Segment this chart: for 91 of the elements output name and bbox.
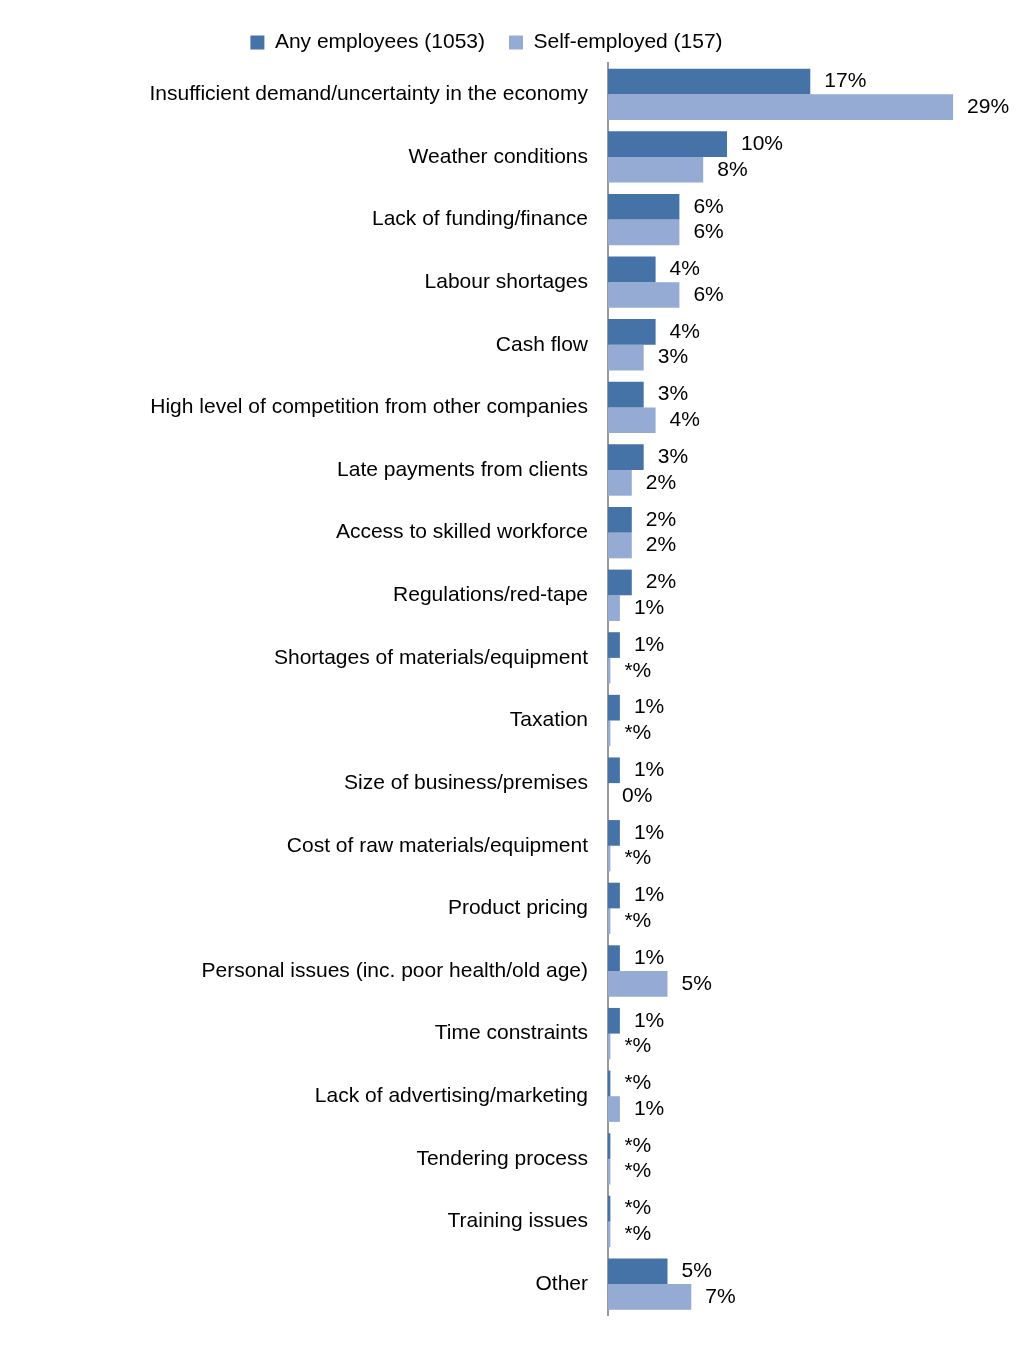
y-tick-label: Product pricing: [447, 895, 588, 919]
bar: [608, 282, 680, 308]
bar: [608, 68, 811, 95]
y-tick-label: Lack of funding/finance: [372, 206, 588, 230]
data-label: 8%: [717, 156, 748, 180]
data-label: 1%: [633, 757, 665, 781]
data-label: 5%: [681, 970, 712, 994]
data-label: 4%: [669, 256, 700, 280]
y-tick-label: Late payments from clients: [337, 456, 588, 480]
data-label: 4%: [669, 318, 700, 342]
data-label: 2%: [645, 569, 677, 593]
data-label: 1%: [633, 1095, 665, 1119]
data-label: 17%: [824, 68, 867, 92]
bar: [608, 569, 632, 596]
data-label: *%: [624, 1158, 652, 1182]
y-tick-label: High level of competition from other companies: [150, 394, 588, 418]
data-label: *%: [624, 1132, 652, 1156]
bar: [608, 256, 656, 283]
data-label: 4%: [669, 407, 700, 431]
data-label: 29%: [967, 93, 1010, 117]
bar: [608, 532, 632, 559]
data-label: 1%: [633, 882, 665, 906]
bar: [608, 757, 620, 784]
y-tick-label: Cost of raw materials/equipment: [286, 832, 589, 856]
bar: [608, 193, 680, 220]
bar: [608, 970, 668, 997]
bar: [608, 1096, 620, 1122]
data-label: 3%: [657, 443, 689, 467]
data-label: 3%: [657, 381, 689, 405]
bar: [608, 882, 620, 909]
y-tick-label: Weather conditions: [408, 143, 588, 167]
data-label: *%: [624, 1195, 652, 1219]
data-label: 0%: [622, 782, 653, 806]
y-tick-label: Shortages of materials/equipment: [273, 644, 589, 668]
y-tick-label: Personal issues (inc. poor health/old age): [201, 957, 588, 981]
data-label: 7%: [705, 1283, 736, 1307]
data-label: 2%: [645, 506, 677, 530]
bar: [608, 506, 632, 533]
data-label: 2%: [645, 532, 677, 556]
y-tick-label: Labour shortages: [424, 268, 588, 292]
y-tick-label: Size of business/premises: [344, 769, 588, 793]
data-label: 6%: [693, 281, 724, 305]
legend-label: Self-employed (157): [533, 29, 723, 53]
data-label: *%: [624, 1070, 652, 1094]
bar: [608, 1284, 692, 1310]
data-label: 6%: [693, 193, 724, 217]
y-tick-label: Training issues: [447, 1208, 588, 1232]
data-label: 1%: [633, 944, 665, 968]
bar: [608, 344, 644, 371]
data-label: *%: [624, 1221, 652, 1245]
bar: [608, 381, 644, 408]
data-label: *%: [624, 908, 652, 931]
data-label: 10%: [741, 130, 784, 154]
y-tick-label: Regulations/red-tape: [393, 582, 588, 606]
y-tick-label: Tendering process: [416, 1145, 588, 1169]
bar: [608, 945, 620, 971]
bar: [608, 131, 727, 157]
data-label: 5%: [681, 1258, 712, 1282]
data-label: 2%: [645, 469, 677, 493]
data-label: 6%: [693, 219, 724, 243]
bar: [608, 820, 620, 846]
data-label: 1%: [633, 819, 665, 843]
y-tick-label: Access to skilled workforce: [335, 519, 588, 543]
data-label: *%: [624, 720, 652, 744]
bar: [608, 470, 632, 496]
bar: [608, 444, 644, 471]
data-label: 3%: [657, 344, 689, 368]
data-label: 1%: [633, 694, 665, 718]
y-tick-label: Insufficient demand/uncertainty in the economy: [149, 81, 589, 105]
y-tick-label: Time constraints: [434, 1020, 588, 1044]
legend-label: Any employees (1053): [274, 29, 486, 53]
y-tick-label: Other: [535, 1270, 588, 1294]
bar: [608, 1258, 668, 1285]
bar: [608, 319, 656, 345]
bar: [608, 632, 620, 658]
y-tick-label: Lack of advertising/marketing: [314, 1083, 588, 1107]
bar: [608, 94, 954, 120]
bar: [608, 156, 704, 183]
data-label: 1%: [633, 631, 665, 655]
data-label: *%: [624, 657, 652, 681]
bar: [608, 595, 620, 621]
y-tick-label: Taxation: [509, 707, 588, 731]
data-label: 1%: [633, 1007, 665, 1031]
data-label: 1%: [633, 594, 665, 618]
data-label: *%: [624, 1033, 652, 1057]
y-tick-label: Cash flow: [495, 331, 589, 355]
data-label: *%: [624, 845, 652, 869]
bar: [608, 1007, 620, 1034]
bar: [608, 694, 620, 721]
bar: [608, 219, 680, 246]
bar: [608, 407, 656, 434]
